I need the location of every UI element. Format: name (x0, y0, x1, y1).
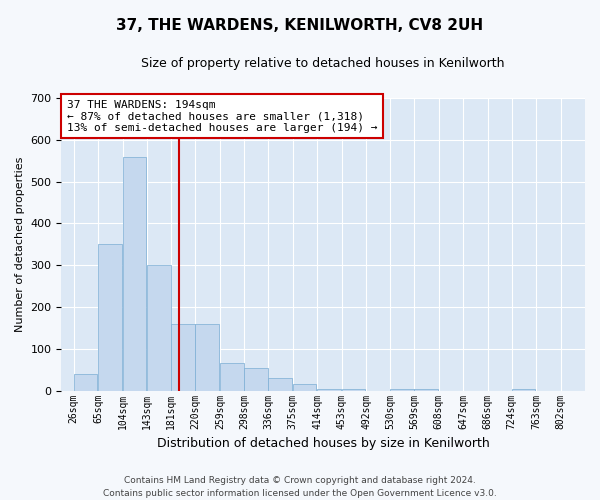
Bar (196, 324, 219, 390)
Bar (390, 388, 414, 390)
Text: 37 THE WARDENS: 194sqm
← 87% of detached houses are smaller (1,318)
13% of semi-: 37 THE WARDENS: 194sqm ← 87% of detached… (67, 100, 377, 132)
Bar (268, 378, 292, 390)
Bar (220, 364, 244, 390)
Text: Contains HM Land Registry data © Crown copyright and database right 2024.
Contai: Contains HM Land Registry data © Crown c… (103, 476, 497, 498)
Bar (74, 374, 97, 390)
Bar (122, 156, 146, 390)
Bar (244, 368, 268, 390)
Bar (293, 384, 316, 390)
X-axis label: Distribution of detached houses by size in Kenilworth: Distribution of detached houses by size … (157, 437, 490, 450)
Bar (317, 388, 341, 390)
Title: Size of property relative to detached houses in Kenilworth: Size of property relative to detached ho… (142, 58, 505, 70)
Y-axis label: Number of detached properties: Number of detached properties (15, 156, 25, 332)
Bar (98, 244, 122, 390)
Bar (341, 388, 365, 390)
Bar (147, 265, 171, 390)
Bar (512, 388, 535, 390)
Bar (415, 388, 438, 390)
Text: 37, THE WARDENS, KENILWORTH, CV8 2UH: 37, THE WARDENS, KENILWORTH, CV8 2UH (116, 18, 484, 32)
Bar (171, 324, 195, 390)
